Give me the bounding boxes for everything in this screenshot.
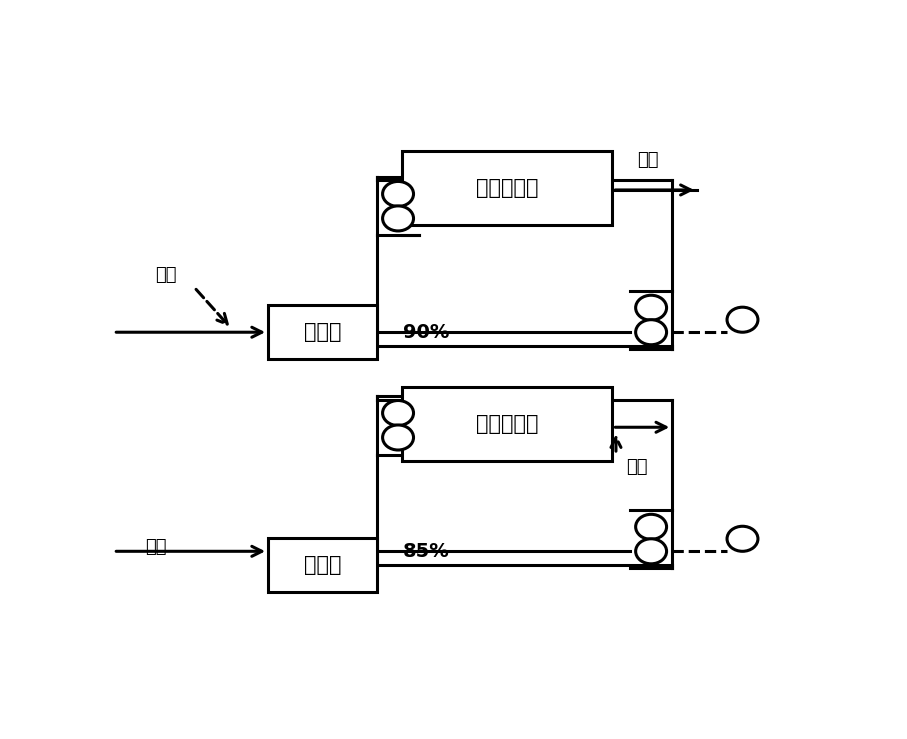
Circle shape [383,401,414,426]
Text: 酸洗工艺段: 酸洗工艺段 [476,178,538,198]
Circle shape [383,425,414,450]
Text: 85%: 85% [403,542,450,561]
Circle shape [636,296,667,320]
Bar [268,305,377,359]
Circle shape [636,320,667,344]
Text: 带鉢: 带鉢 [637,151,658,168]
Circle shape [727,307,758,333]
Text: 入口段: 入口段 [304,322,341,342]
Bar [268,538,377,592]
Text: 入口段: 入口段 [304,555,341,575]
Circle shape [636,514,667,539]
Text: 带鉢: 带鉢 [155,266,177,285]
Text: 带鉢: 带鉢 [145,538,166,556]
Text: 酸洗工艺段: 酸洗工艺段 [476,415,538,435]
Bar [402,151,612,225]
Circle shape [727,526,758,551]
Circle shape [383,206,414,231]
Circle shape [383,182,414,206]
Bar [402,387,612,461]
Circle shape [636,539,667,564]
Text: 90%: 90% [403,323,449,341]
Text: 带鉢: 带鉢 [627,458,648,476]
